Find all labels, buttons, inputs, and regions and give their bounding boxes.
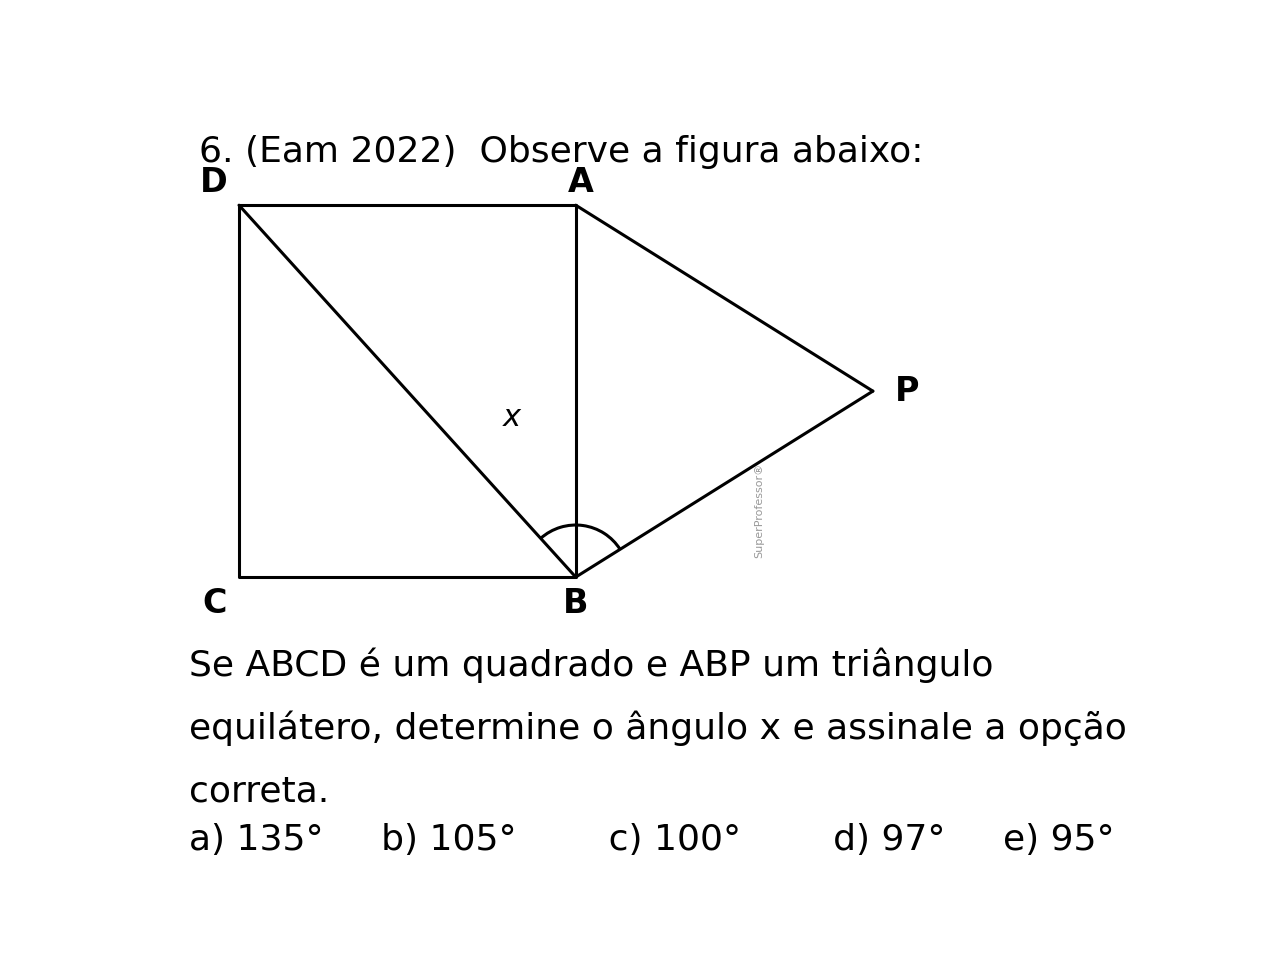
Text: D: D (201, 166, 227, 199)
Text: Se ABCD é um quadrado e ABP um triângulo: Se ABCD é um quadrado e ABP um triângulo (189, 648, 994, 683)
Text: SuperProfessor®: SuperProfessor® (754, 463, 764, 557)
Text: P: P (895, 375, 919, 408)
Text: A: A (567, 166, 593, 199)
Text: x: x (502, 403, 520, 432)
Text: C: C (202, 586, 226, 619)
Text: 6. (Eam 2022)  Observe a figura abaixo:: 6. (Eam 2022) Observe a figura abaixo: (199, 134, 924, 168)
Text: correta.: correta. (189, 774, 330, 809)
Text: a) 135°     b) 105°        c) 100°        d) 97°     e) 95°: a) 135° b) 105° c) 100° d) 97° e) 95° (189, 823, 1116, 857)
Text: equilátero, determine o ângulo x e assinale a opção: equilátero, determine o ângulo x e assin… (189, 711, 1127, 747)
Text: B: B (564, 586, 588, 619)
